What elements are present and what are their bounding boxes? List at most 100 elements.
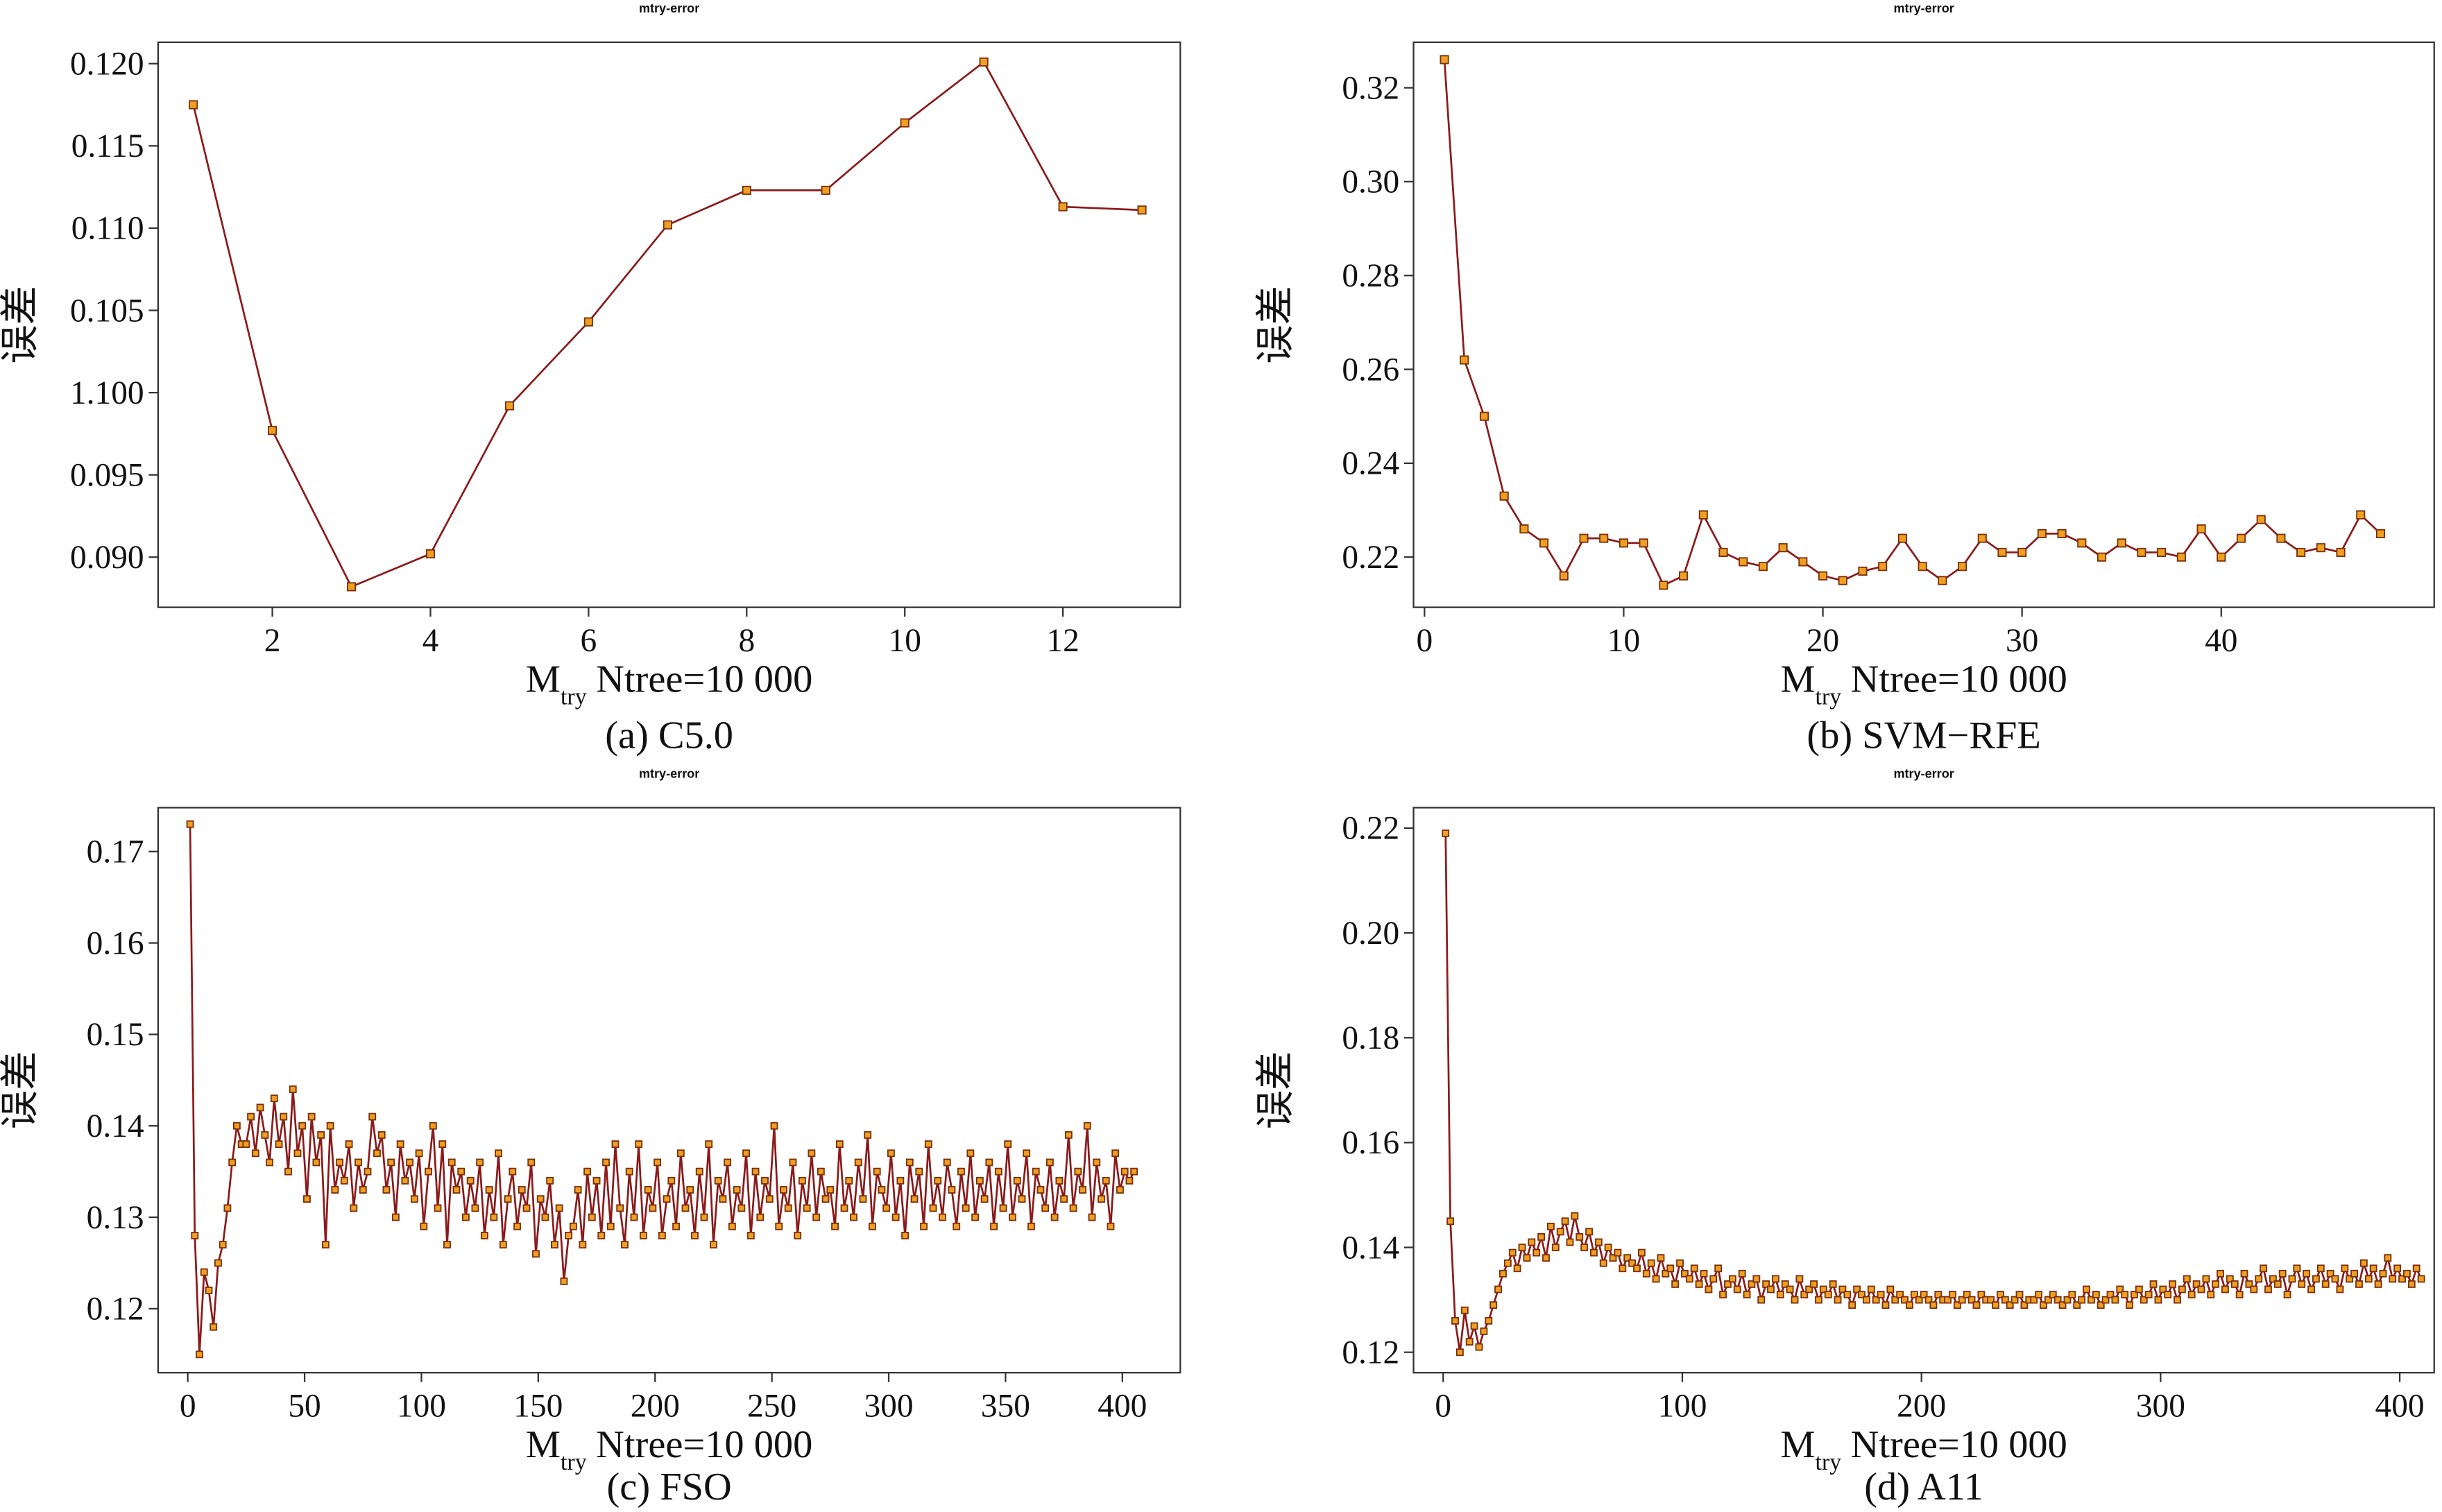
data-point bbox=[1532, 1248, 1541, 1257]
data-point bbox=[268, 426, 278, 436]
data-point bbox=[1013, 1176, 1021, 1185]
data-point bbox=[1116, 1186, 1124, 1194]
x-tick-label: 12 bbox=[1046, 623, 1079, 659]
data-point bbox=[2054, 1296, 2062, 1304]
data-point bbox=[672, 1222, 680, 1230]
data-point bbox=[900, 118, 910, 128]
data-point bbox=[1657, 1254, 1665, 1262]
data-point bbox=[1762, 1280, 1770, 1288]
data-point bbox=[2037, 529, 2047, 538]
data-point bbox=[1513, 1264, 1521, 1273]
data-point bbox=[2375, 529, 2386, 538]
data-point bbox=[1475, 1343, 1483, 1351]
data-point bbox=[2169, 1280, 2177, 1288]
data-point bbox=[1551, 1244, 1560, 1251]
data-point bbox=[1528, 1238, 1536, 1246]
data-point bbox=[630, 1213, 638, 1221]
data-point bbox=[391, 1213, 400, 1221]
data-point bbox=[2236, 533, 2246, 543]
data-point bbox=[2097, 1301, 2105, 1309]
data-point bbox=[1137, 205, 1147, 215]
data-point bbox=[700, 1213, 708, 1221]
data-point bbox=[1102, 1176, 1110, 1185]
data-point bbox=[2250, 1285, 2258, 1294]
data-point bbox=[719, 1195, 727, 1203]
data-point bbox=[606, 1222, 615, 1230]
data-point bbox=[817, 1167, 825, 1176]
data-point bbox=[406, 1158, 414, 1167]
data-point bbox=[317, 1131, 325, 1139]
data-point bbox=[1776, 1291, 1784, 1298]
data-point bbox=[826, 1186, 835, 1194]
data-point bbox=[1599, 1259, 1607, 1267]
data-point bbox=[447, 1158, 456, 1167]
data-point bbox=[364, 1167, 372, 1176]
data-point bbox=[2417, 1275, 2425, 1283]
x-tick-label: 400 bbox=[1098, 1388, 1147, 1424]
data-point bbox=[780, 1186, 787, 1194]
data-point bbox=[1518, 1244, 1526, 1251]
data-point bbox=[256, 1103, 264, 1112]
data-point bbox=[1934, 1291, 1942, 1298]
data-point bbox=[2226, 1275, 2234, 1283]
data-point bbox=[821, 185, 830, 195]
panel-title: mtry-error bbox=[639, 1, 699, 15]
data-point bbox=[382, 1186, 391, 1194]
x-tick-label: 50 bbox=[288, 1388, 321, 1424]
data-point bbox=[695, 1167, 703, 1176]
x-label-rest: Ntree=10 000 bbox=[1851, 658, 2067, 701]
panel-title: mtry-error bbox=[1893, 1, 1954, 15]
x-axis-label: Mtry Ntree=10 000 bbox=[526, 1423, 812, 1475]
data-point bbox=[597, 1231, 606, 1239]
y-tick-label: 0.105 bbox=[70, 293, 144, 329]
data-point bbox=[1834, 1296, 1842, 1304]
y-tick-label: 0.16 bbox=[87, 925, 144, 961]
data-point bbox=[546, 1176, 554, 1185]
data-point bbox=[1977, 1291, 1986, 1298]
data-point bbox=[359, 1186, 367, 1194]
series-line bbox=[189, 824, 1135, 1355]
data-point bbox=[714, 1176, 722, 1185]
data-point bbox=[2296, 547, 2306, 557]
data-point bbox=[1795, 1275, 1804, 1283]
y-tick-label: 0.16 bbox=[1342, 1125, 1399, 1161]
data-point bbox=[808, 1149, 816, 1158]
data-point bbox=[1480, 1328, 1488, 1335]
data-point bbox=[1628, 1259, 1637, 1267]
data-point bbox=[1929, 1301, 1938, 1309]
data-point bbox=[1877, 1291, 1885, 1298]
data-point bbox=[186, 820, 194, 828]
x-label-rest: Ntree=10 000 bbox=[1851, 1423, 2067, 1466]
data-point bbox=[189, 100, 198, 110]
data-point bbox=[569, 1222, 577, 1230]
data-point bbox=[415, 1149, 423, 1158]
data-point bbox=[663, 220, 672, 230]
data-point bbox=[1858, 566, 1868, 576]
data-point bbox=[1083, 1122, 1091, 1130]
data-point bbox=[588, 1213, 596, 1221]
data-point bbox=[1724, 1280, 1732, 1288]
data-point bbox=[2183, 1275, 2191, 1283]
data-point bbox=[1023, 1149, 1031, 1158]
data-point bbox=[1695, 1280, 1703, 1288]
data-point bbox=[686, 1186, 694, 1194]
data-point bbox=[1079, 1186, 1086, 1194]
data-point bbox=[770, 1122, 778, 1130]
data-point bbox=[1055, 1176, 1064, 1185]
data-point bbox=[1470, 1322, 1478, 1330]
data-point bbox=[1609, 1254, 1617, 1262]
series-line bbox=[192, 60, 1143, 588]
data-point bbox=[1757, 1296, 1766, 1304]
data-point bbox=[1690, 1264, 1698, 1273]
data-point bbox=[953, 1222, 961, 1230]
data-point bbox=[878, 1186, 886, 1194]
data-point bbox=[1698, 510, 1708, 519]
plot-frame bbox=[157, 41, 1181, 608]
x-tick-label: 100 bbox=[397, 1388, 446, 1424]
data-point bbox=[219, 1241, 227, 1249]
data-point bbox=[2040, 1301, 2047, 1309]
data-point bbox=[2303, 1269, 2311, 1278]
data-point bbox=[1485, 1316, 1493, 1325]
data-point bbox=[536, 1195, 545, 1203]
data-point bbox=[1579, 533, 1589, 543]
